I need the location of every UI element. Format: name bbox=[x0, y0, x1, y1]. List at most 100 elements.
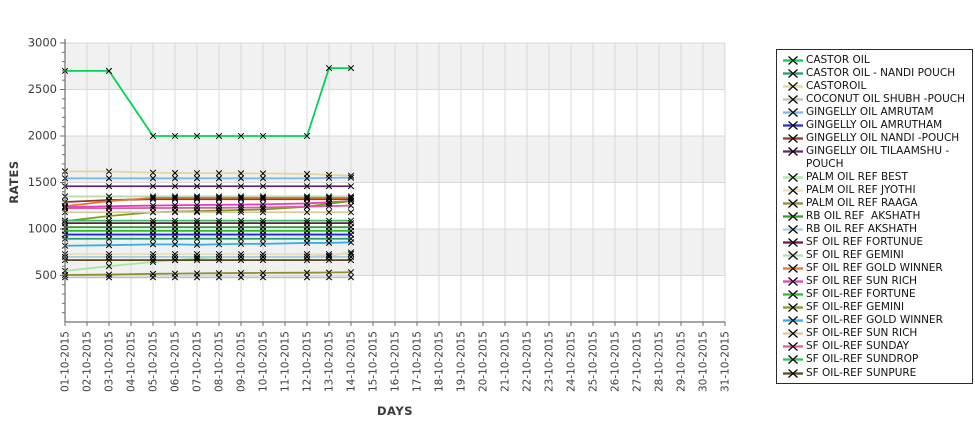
legend-line-marker-icon bbox=[783, 69, 803, 79]
legend-item: GINGELLY OIL NANDI -POUCH bbox=[782, 132, 968, 144]
legend-item: GINGELLY OIL TILAAMSHU -POUCH bbox=[782, 145, 968, 170]
legend-label: CASTOROIL bbox=[806, 80, 867, 93]
legend-item: PALM OIL REF RAAGA bbox=[782, 197, 968, 209]
legend-label: SF OIL-REF GEMINI bbox=[806, 301, 905, 314]
legend-item: GINGELLY OIL AMRUTAM bbox=[782, 106, 968, 118]
legend-item: SF OIL-REF GOLD WINNER bbox=[782, 314, 968, 326]
x-tick-label: 15-10-2015 bbox=[368, 331, 380, 392]
legend-item: SF OIL REF FORTUNUE bbox=[782, 236, 968, 248]
x-tick-label: 09-10-2015 bbox=[236, 331, 248, 392]
legend-line-marker-icon bbox=[783, 134, 803, 144]
x-tick-label: 24-10-2015 bbox=[566, 331, 578, 392]
legend-label: CASTOR OIL - NANDI POUCH bbox=[806, 67, 956, 80]
legend-line-marker-icon bbox=[783, 211, 803, 221]
x-tick-label: 10-10-2015 bbox=[258, 331, 270, 392]
x-tick-label: 02-10-2015 bbox=[82, 331, 94, 392]
legend-item: GINGELLY OIL AMRUTHAM bbox=[782, 119, 968, 131]
x-tick-label: 23-10-2015 bbox=[544, 331, 556, 392]
legend-line-marker-icon bbox=[783, 198, 803, 208]
legend-item: SF OIL-REF SUNDAY bbox=[782, 340, 968, 352]
x-tick-label: 27-10-2015 bbox=[632, 331, 644, 392]
legend-item: RB OIL REF AKSHATH bbox=[782, 210, 968, 222]
legend-line-marker-icon bbox=[783, 56, 803, 65]
y-tick-label: 2000 bbox=[28, 129, 57, 143]
x-tick-label: 05-10-2015 bbox=[148, 331, 160, 392]
legend-item: RB OIL REF AKSHATH bbox=[782, 223, 968, 235]
legend-item: SF OIL REF SUN RICH bbox=[782, 275, 968, 287]
legend-label: SF OIL REF GOLD WINNER bbox=[806, 262, 943, 274]
x-tick-label: 13-10-2015 bbox=[324, 331, 336, 392]
legend-line-marker-icon bbox=[783, 329, 803, 339]
legend-label: PALM OIL REF BEST bbox=[806, 170, 908, 183]
legend-line-marker-icon bbox=[783, 147, 803, 157]
x-tick-label: 11-10-2015 bbox=[280, 331, 292, 392]
legend-item: PALM OIL REF BEST bbox=[782, 171, 968, 183]
legend-label: SF OIL REF FORTUNUE bbox=[806, 235, 924, 248]
legend-item: SF OIL-REF FORTUNE bbox=[782, 288, 968, 300]
legend-item: SF OIL-REF SUNPURE bbox=[782, 367, 968, 379]
x-tick-label: 28-10-2015 bbox=[654, 331, 666, 392]
legend-label: RB OIL REF AKSHATH bbox=[806, 222, 917, 235]
legend-item: SF OIL-REF SUN RICH bbox=[782, 327, 968, 339]
y-axis-title: RATES bbox=[7, 160, 21, 204]
y-tick-label: 2500 bbox=[28, 82, 57, 96]
legend-line-marker-icon bbox=[783, 237, 803, 247]
legend-item: SF OIL REF GOLD WINNER bbox=[782, 262, 968, 274]
legend-line-marker-icon bbox=[783, 303, 803, 313]
x-tick-label: 03-10-2015 bbox=[104, 331, 116, 392]
legend-line-marker-icon bbox=[783, 342, 803, 352]
y-tick-label: 1500 bbox=[28, 175, 57, 189]
legend-line-marker-icon bbox=[783, 290, 803, 300]
x-tick-label: 14-10-2015 bbox=[346, 331, 358, 392]
rates-line-chart: 500 1000 1500 2000 2500 3000 01-10-2015 02-10-2… bbox=[28, 36, 732, 392]
legend-item: SF OIL-REF GEMINI bbox=[782, 301, 968, 313]
legend-line-marker-icon bbox=[783, 108, 803, 118]
legend-label: SF OIL-REF SUNPURE bbox=[806, 366, 917, 379]
legend-label: GINGELLY OIL AMRUTAM bbox=[806, 106, 934, 119]
x-tick-label: 19-10-2015 bbox=[456, 331, 468, 392]
x-tick-label: 12-10-2015 bbox=[302, 331, 314, 392]
x-tick-label: 31-10-2015 bbox=[720, 331, 732, 392]
x-tick-label: 07-10-2015 bbox=[192, 331, 204, 392]
legend-label: SF OIL-REF GOLD WINNER bbox=[806, 314, 943, 327]
legend-label: COCONUT OIL SHUBH -POUCH bbox=[806, 93, 966, 106]
legend-line-marker-icon bbox=[783, 95, 803, 105]
legend-item: PALM OIL REF JYOTHI bbox=[782, 184, 968, 196]
x-tick-label: 30-10-2015 bbox=[698, 331, 710, 392]
y-tick-label: 500 bbox=[35, 268, 57, 282]
x-tick-label: 17-10-2015 bbox=[412, 331, 424, 392]
legend-label: SF OIL-REF SUNDROP bbox=[806, 353, 919, 366]
legend-line-marker-icon bbox=[783, 224, 803, 234]
legend-line-marker-icon bbox=[783, 264, 803, 273]
x-tick-label: 01-10-2015 bbox=[60, 331, 72, 392]
legend-label: SF OIL REF GEMINI bbox=[806, 248, 904, 261]
legend-label: GINGELLY OIL NANDI -POUCH bbox=[806, 132, 960, 145]
y-tick-label: 1000 bbox=[28, 222, 57, 236]
legend-item: COCONUT OIL SHUBH -POUCH bbox=[782, 93, 968, 105]
legend-label: CASTOR OIL bbox=[806, 54, 870, 66]
x-tick-label: 06-10-2015 bbox=[170, 331, 182, 392]
x-axis-title: DAYS bbox=[377, 404, 413, 418]
legend-label: RB OIL REF AKSHATH bbox=[806, 209, 921, 222]
legend-label: SF OIL REF SUN RICH bbox=[806, 275, 918, 288]
x-tick-label: 26-10-2015 bbox=[610, 331, 622, 392]
legend-line-marker-icon bbox=[783, 185, 803, 195]
x-tick-label: 21-10-2015 bbox=[500, 331, 512, 392]
legend-label: SF OIL-REF FORTUNE bbox=[806, 288, 916, 301]
legend-label: PALM OIL REF RAAGA bbox=[806, 196, 918, 209]
legend-item: CASTOROIL bbox=[782, 80, 968, 92]
legend-label: GINGELLY OIL AMRUTHAM bbox=[806, 119, 943, 132]
legend-item: CASTOR OIL - NANDI POUCH bbox=[782, 67, 968, 79]
legend-label: SF OIL-REF SUN RICH bbox=[806, 327, 918, 340]
legend-line-marker-icon bbox=[783, 250, 803, 260]
legend-label: SF OIL-REF SUNDAY bbox=[806, 340, 910, 353]
legend-line-marker-icon bbox=[783, 316, 803, 326]
legend-line-marker-icon bbox=[783, 277, 803, 287]
x-tick-label: 18-10-2015 bbox=[434, 331, 446, 392]
legend-line-marker-icon bbox=[783, 82, 803, 92]
x-tick-label: 08-10-2015 bbox=[214, 331, 226, 392]
x-tick-label: 20-10-2015 bbox=[478, 331, 490, 392]
legend-line-marker-icon bbox=[783, 368, 803, 378]
x-tick-label: 29-10-2015 bbox=[676, 331, 688, 392]
